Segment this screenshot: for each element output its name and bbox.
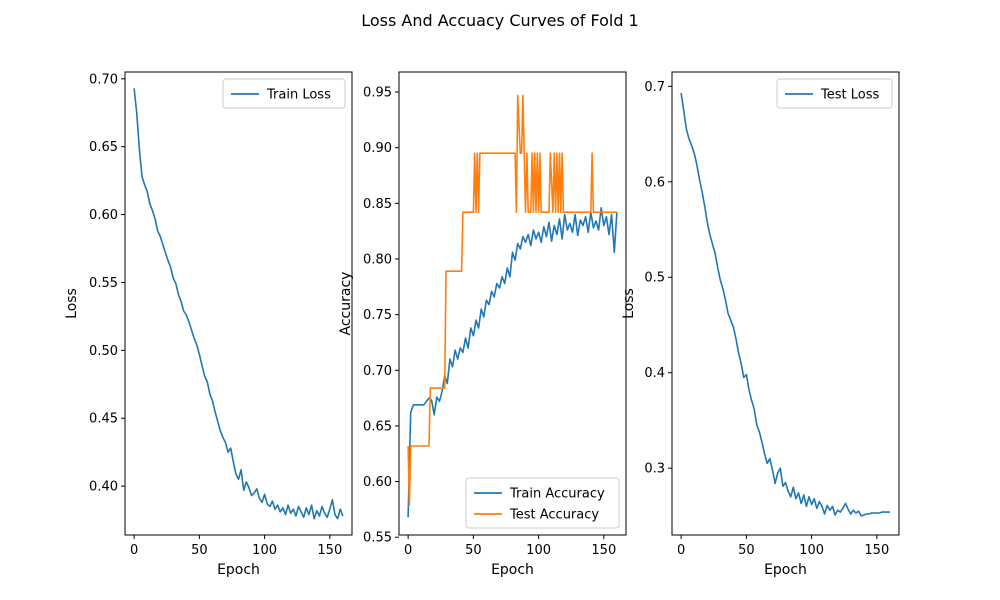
y-axis-label: Loss (64, 288, 80, 319)
series-line-test-loss (680, 92, 890, 517)
y-tick-label: 0.50 (89, 344, 118, 359)
legend-box (776, 78, 893, 109)
y-tick-label: 0.4 (644, 366, 665, 381)
legend: Train Loss (222, 78, 346, 109)
x-tick-label: 50 (738, 543, 755, 558)
legend-label: Train Loss (266, 88, 331, 103)
series-line-train-accuracy (407, 207, 618, 518)
figure-title: Loss And Accuacy Curves of Fold 1 (361, 11, 638, 30)
legend-label: Train Accuracy (509, 487, 605, 502)
x-axis-label: Epoch (764, 562, 807, 578)
x-tick-label: 0 (404, 543, 412, 558)
y-tick-label: 0.75 (363, 308, 392, 323)
y-tick-label: 0.55 (89, 276, 118, 291)
x-tick-label: 0 (677, 543, 685, 558)
y-tick-label: 0.70 (363, 364, 392, 379)
legend: Train Accuracy Test Accuracy (465, 477, 620, 529)
axes-frame (671, 71, 900, 536)
y-tick-label: 0.95 (363, 86, 392, 101)
y-tick-label: 0.7 (644, 80, 665, 95)
y-tick-label: 0.3 (644, 462, 665, 477)
subplot-3: 0 50 100 150 0.3 0.4 0.5 0.6 0.7 Epoch Loss Test Lo… (621, 71, 900, 578)
x-tick-label: 100 (252, 543, 277, 558)
y-axis-label: Accuracy (338, 272, 354, 336)
x-axis-label: Epoch (491, 562, 534, 578)
x-tick-label: 50 (465, 543, 482, 558)
x-tick-label: 50 (191, 543, 208, 558)
x-tick-label: 100 (526, 543, 551, 558)
x-tick-label: 150 (591, 543, 616, 558)
axes-frame (398, 71, 627, 536)
legend-box (465, 477, 620, 529)
y-tick-label: 0.65 (363, 419, 392, 434)
legend-box (222, 78, 346, 109)
y-tick-label: 0.60 (89, 208, 118, 223)
y-tick-label: 0.70 (89, 72, 118, 87)
y-tick-label: 0.80 (363, 252, 392, 267)
series-line-train-loss (133, 88, 344, 520)
y-tick-label: 0.6 (644, 175, 665, 190)
y-tick-label: 0.60 (363, 475, 392, 490)
x-tick-label: 150 (864, 543, 889, 558)
y-tick-label: 0.55 (363, 531, 392, 546)
y-tick-label: 0.90 (363, 141, 392, 156)
x-tick-label: 100 (799, 543, 824, 558)
y-tick-label: 0.5 (644, 271, 665, 286)
y-tick-label: 0.65 (89, 140, 118, 155)
x-tick-label: 0 (130, 543, 138, 558)
series-line-test-accuracy (407, 94, 617, 506)
x-tick-label: 150 (317, 543, 342, 558)
y-axis-label: Loss (621, 288, 637, 319)
subplot-2: 0 50 100 150 0.55 0.60 0.65 0.70 0.75 0.80 0.85 0.9… (338, 71, 627, 578)
x-axis-label: Epoch (217, 562, 260, 578)
legend-label: Test Loss (820, 88, 879, 103)
legend-label: Test Accuracy (509, 508, 599, 523)
y-tick-label: 0.85 (363, 197, 392, 212)
y-tick-label: 0.40 (89, 480, 118, 495)
subplot-1: 0 50 100 150 0.40 0.45 0.50 0.55 0.60 0.65 0.70 Epo… (64, 71, 353, 578)
axes-frame (124, 71, 353, 536)
y-tick-label: 0.45 (89, 412, 118, 427)
legend: Test Loss (776, 78, 893, 109)
